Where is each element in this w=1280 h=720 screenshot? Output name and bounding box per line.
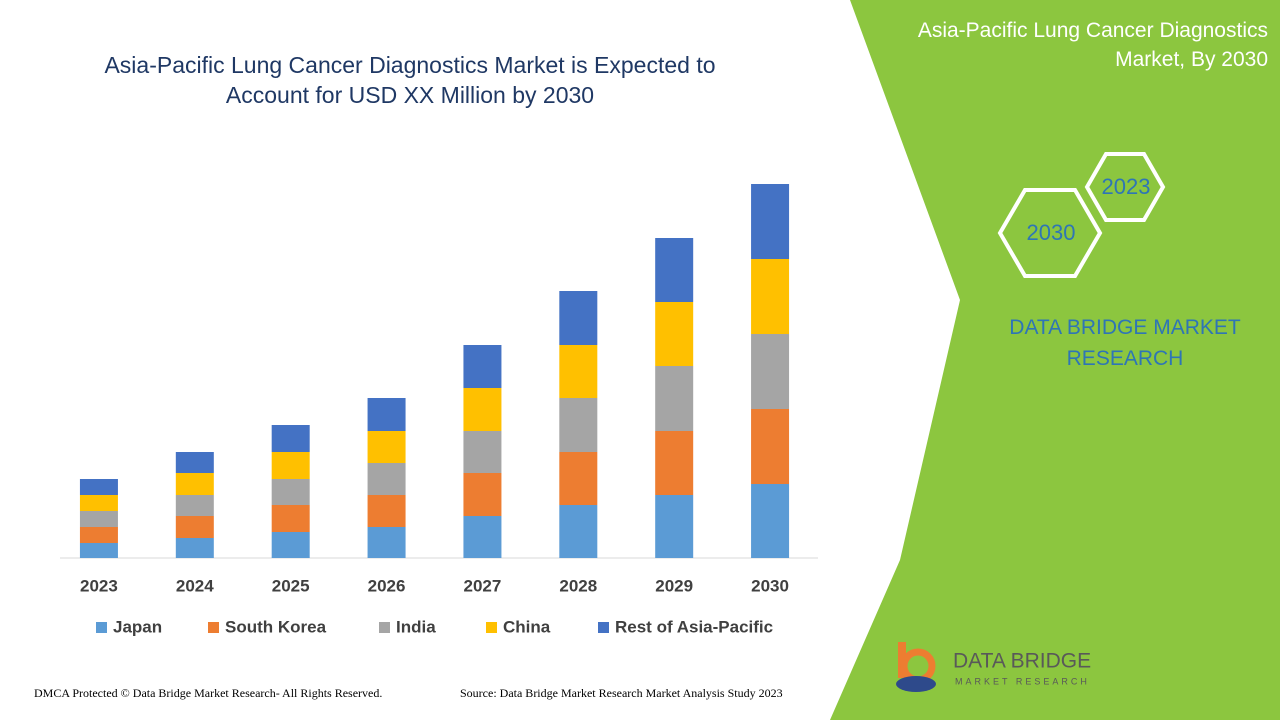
x-tick-label: 2023 [80, 576, 118, 595]
bar-segment [463, 345, 502, 388]
bar-segment [79, 543, 118, 558]
bar-segment [271, 505, 310, 532]
bar-segment [367, 398, 406, 431]
bar-segment [559, 452, 598, 505]
brand: DATA BRIDGE MARKET RESEARCH [1009, 316, 1241, 370]
bar-segment [79, 511, 118, 527]
bar-segment [79, 495, 118, 511]
legend-label: Japan [113, 617, 162, 636]
bar-segment [463, 473, 502, 516]
bar-segment [559, 505, 598, 558]
bar-segment [463, 388, 502, 431]
bar-segment [367, 527, 406, 558]
bar-segment [367, 495, 406, 527]
x-tick-label: 2030 [751, 576, 789, 595]
legend-label: India [396, 617, 436, 636]
footer-right: Source: Data Bridge Market Research Mark… [460, 686, 783, 700]
bar-segment [655, 431, 694, 495]
bar-segment [655, 302, 694, 366]
bar-segment [175, 495, 214, 516]
x-tick-label: 2028 [559, 576, 597, 595]
bar-segment [751, 259, 790, 334]
bar-segment [175, 516, 214, 538]
legend-swatch [486, 622, 497, 633]
legend-swatch [96, 622, 107, 633]
bar-segment [271, 532, 310, 558]
bar-segment [559, 291, 598, 345]
bar-segment [271, 452, 310, 479]
legend-swatch [379, 622, 390, 633]
bar-segment [175, 473, 214, 495]
bar-segment [271, 425, 310, 452]
bar-segment [463, 516, 502, 558]
bar-segment [175, 452, 214, 473]
bar-segment [559, 398, 598, 452]
legend-swatch [208, 622, 219, 633]
panel-title: Asia-Pacific Lung Cancer Diagnostics Mar… [917, 19, 1268, 71]
bar-segment [751, 184, 790, 259]
hexagons [997, 152, 1166, 278]
chart-title: Asia-Pacific Lung Cancer Diagnostics Mar… [104, 52, 716, 108]
bar-segment [655, 495, 694, 558]
x-tick-label: 2024 [176, 576, 214, 595]
bar-segment [367, 463, 406, 495]
legend-label: China [503, 617, 551, 636]
footer-left: DMCA Protected © Data Bridge Market Rese… [34, 686, 383, 700]
bar-segment [751, 409, 790, 484]
hexagon-label: 2030 [1027, 220, 1076, 245]
bar-segment [175, 538, 214, 558]
bar-segment [559, 345, 598, 398]
bar-segment [79, 479, 118, 495]
legend-label: South Korea [225, 617, 327, 636]
logo-name: DATA BRIDGE [953, 650, 1091, 673]
legend-swatch [598, 622, 609, 633]
bar-segment [751, 484, 790, 558]
bar-segment [271, 479, 310, 505]
green-panel [830, 0, 1280, 720]
bar-segment [655, 366, 694, 431]
x-tick-label: 2025 [272, 576, 310, 595]
logo-tagline: MARKET RESEARCH [955, 676, 1090, 686]
legend-label: Rest of Asia-Pacific [615, 617, 773, 636]
bar-segment [655, 238, 694, 302]
x-tick-label: 2027 [464, 576, 502, 595]
bar-segment [751, 334, 790, 409]
logo-mark [896, 642, 936, 692]
bar-segment [367, 431, 406, 463]
bar-segment [463, 431, 502, 473]
x-tick-label: 2026 [368, 576, 406, 595]
hexagon-label: 2023 [1102, 174, 1151, 199]
x-tick-label: 2029 [655, 576, 693, 595]
bar-segment [79, 527, 118, 543]
